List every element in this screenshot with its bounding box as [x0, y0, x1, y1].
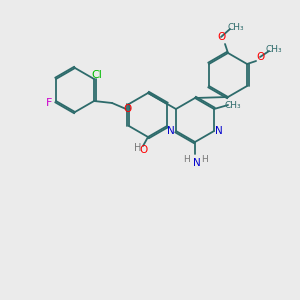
Text: F: F — [46, 98, 52, 108]
Text: H: H — [184, 155, 190, 164]
Text: H: H — [202, 155, 208, 164]
Text: H: H — [134, 143, 142, 153]
Text: N: N — [215, 126, 223, 136]
Text: O: O — [256, 52, 264, 62]
Text: O: O — [217, 32, 225, 42]
Text: N: N — [193, 158, 201, 168]
Text: CH₃: CH₃ — [228, 22, 244, 32]
Text: CH₃: CH₃ — [225, 100, 242, 109]
Text: O: O — [123, 104, 131, 114]
Text: O: O — [139, 145, 147, 155]
Text: CH₃: CH₃ — [266, 46, 282, 55]
Text: Cl: Cl — [92, 70, 103, 80]
Text: N: N — [167, 126, 175, 136]
